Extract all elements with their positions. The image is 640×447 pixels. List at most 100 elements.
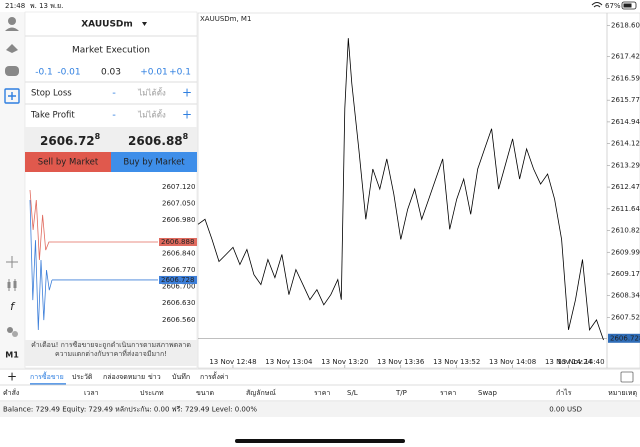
battery-icon: [621, 1, 637, 10]
wifi-icon: [591, 2, 603, 8]
y-tick-label: 2607.520: [611, 313, 640, 321]
volume-step[interactable]: +0.01: [140, 68, 168, 78]
add-button[interactable]: +: [7, 370, 17, 384]
ask-price: 2606.888: [128, 132, 189, 148]
column-header: คำสั่ง: [3, 388, 19, 397]
stop-loss-plus[interactable]: +: [182, 86, 192, 100]
stop-loss-minus[interactable]: -: [112, 88, 116, 99]
y-tick-label: 2614.120: [611, 140, 640, 148]
tab[interactable]: กล่องจดหมาย: [103, 373, 145, 381]
column-header: S/L: [347, 389, 358, 397]
balance-bar: [0, 402, 640, 417]
symbol-selector[interactable]: XAUUSDm: [81, 20, 133, 30]
take-profit-label: Take Profit: [30, 111, 75, 121]
order-panel: [24, 11, 198, 369]
sell-label: Sell by Market: [38, 158, 99, 168]
tick-chart: 2607.120 2607.050 2606.980 2606.840 2606.770…: [29, 183, 197, 331]
warning-box: [25, 340, 197, 366]
y-tick-label: 2616.595: [611, 74, 640, 82]
status-time: 21:48: [5, 2, 25, 10]
take-profit-value[interactable]: ไม่ได้ตั้ง: [137, 109, 166, 120]
tab[interactable]: การซื้อขาย: [30, 370, 64, 381]
new-order-plus: [8, 92, 16, 100]
tabs: การซื้อขาย ประวัติ กล่องจดหมาย ข่าว บันทึก กา…: [30, 370, 229, 385]
warning-holder: คำเตือน! การซื้อขายจะถูกดำเนินการตามสภาพ…: [31, 341, 191, 358]
execution-type: Market Execution: [72, 46, 150, 56]
x-tick-label: 13 Nov 14:08: [489, 358, 536, 366]
y-tick-label: 2617.420: [611, 53, 640, 61]
tick-chart-y-label: 2606.840: [162, 249, 195, 257]
tab[interactable]: การตั้งค่า: [200, 370, 229, 381]
home-indicator: [235, 439, 405, 443]
tick-line: [29, 189, 52, 261]
account-icon[interactable]: [8, 17, 16, 25]
y-tick-label: 2615.770: [611, 96, 640, 104]
y-tick-label: 2611.645: [611, 205, 640, 213]
maximize-icon[interactable]: [620, 371, 634, 383]
volume-step[interactable]: +0.1: [169, 68, 191, 78]
volume-value: 0.03: [101, 68, 121, 78]
y-tick-label: 2614.945: [611, 118, 640, 126]
buy-label: Buy by Market: [123, 158, 185, 168]
chart-area: [197, 12, 640, 369]
balance-total: 0.00 USD: [549, 406, 582, 414]
price-tag: [159, 275, 197, 284]
stop-loss-label: Stop Loss: [31, 89, 72, 99]
timeframe-button[interactable]: M1: [5, 351, 19, 360]
ask-main: 2606.88: [128, 134, 183, 148]
bid-price: 2606.728: [40, 132, 101, 148]
tick-line: [29, 199, 53, 331]
tab[interactable]: ข่าว: [148, 373, 161, 381]
y-tick-label: 2610.820: [611, 227, 640, 235]
column-header: สัญลักษณ์: [246, 389, 276, 397]
column-header: T/P: [395, 389, 407, 397]
y-tick-label: 2609.170: [611, 270, 640, 278]
indicator-icon[interactable]: f: [10, 300, 16, 313]
take-profit-plus[interactable]: +: [182, 108, 192, 122]
tab[interactable]: บันทึก: [172, 372, 190, 381]
quotes-icon[interactable]: [6, 44, 18, 53]
price-tag-label: 2606.888: [161, 238, 194, 246]
tick-chart-y-label: 2606.560: [162, 316, 195, 324]
column-header: ราคา: [440, 389, 456, 397]
column-header: Swap: [478, 389, 497, 397]
main-chart: 2618.605 2617.420 2616.595 2615.770 2614.945…: [197, 22, 640, 368]
y-tick-label: 2609.995: [611, 248, 640, 256]
tick-chart-y-label: 2607.050: [162, 200, 195, 208]
x-tick-label: 13 Nov 13:20: [321, 358, 368, 366]
tick-chart-y-label: 2606.700: [162, 283, 195, 291]
status-battery: 67%: [605, 2, 621, 10]
objects-icon[interactable]: [7, 327, 13, 333]
column-header: ราคา: [314, 389, 330, 397]
x-tick-label: 13 Nov 13:36: [377, 358, 425, 366]
tick-chart-y-label: 2606.980: [162, 216, 195, 224]
chat-icon[interactable]: [5, 66, 19, 76]
buy-button[interactable]: [111, 152, 197, 172]
y-tick-label: 2618.605: [611, 22, 640, 30]
crosshair-icon[interactable]: [6, 256, 18, 268]
price-band: [25, 127, 197, 152]
volume-step[interactable]: -0.1: [35, 68, 53, 78]
column-header: เวลา: [84, 389, 99, 397]
volume-step[interactable]: -0.01: [57, 68, 80, 78]
stop-loss-value[interactable]: ไม่ได้ตั้ง: [137, 87, 166, 98]
last-price-tag: [608, 333, 640, 343]
x-tick-label: 13 Nov 14:40: [557, 358, 604, 366]
last-price-label: 2606.728: [610, 334, 640, 342]
sell-button[interactable]: [25, 152, 111, 172]
price-line: [197, 38, 604, 341]
new-order-icon[interactable]: [4, 88, 20, 104]
chart-title: XAUUSDm, M1: [200, 15, 251, 23]
x-tick-label: 13 Nov 13:52: [433, 358, 480, 366]
objects-icon-part: [12, 331, 18, 337]
tick-chart-y-label: 2606.630: [162, 299, 195, 307]
column-header: ขนาด: [196, 389, 214, 397]
tab[interactable]: ประวัติ: [72, 373, 93, 381]
tick-chart-y-label: 2607.120: [162, 183, 195, 191]
price-tag-label: 2606.728: [161, 276, 194, 284]
volume-row: -0.1 -0.01 0.03 +0.01 +0.1: [35, 68, 191, 78]
column-header: หมายเหตุ: [608, 389, 637, 397]
take-profit-minus[interactable]: -: [112, 110, 116, 121]
status-date: พ. 13 พ.ย.: [30, 2, 63, 10]
